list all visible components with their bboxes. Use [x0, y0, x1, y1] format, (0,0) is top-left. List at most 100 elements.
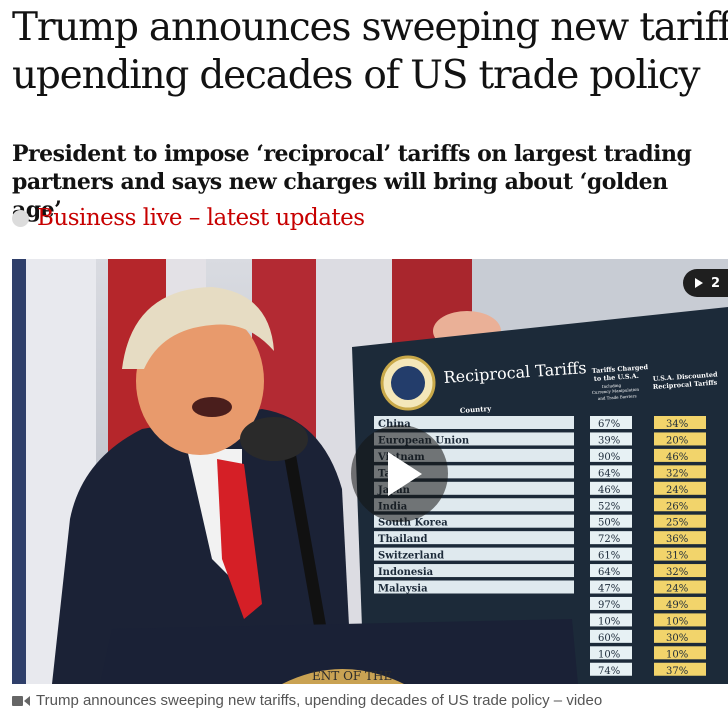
article-headline: Trump announces sweeping new tariffs, up… — [12, 4, 728, 100]
reciprocal-cell — [654, 547, 706, 561]
reciprocal-value: 36% — [666, 534, 688, 545]
charged-value: 46% — [598, 485, 620, 496]
charged-value: 39% — [598, 435, 620, 446]
reciprocal-cell — [654, 416, 706, 429]
charged-header-5: and Trade Barriers — [598, 393, 637, 401]
country-bar — [374, 547, 574, 561]
charged-cell — [590, 662, 632, 676]
headline-line-2: upending decades of US trade policy — [12, 53, 701, 98]
tariff-rows: China67%34%European Union39%20%Vietnam90… — [374, 416, 706, 677]
suit-silhouette — [52, 409, 352, 684]
reciprocal-cell — [654, 432, 706, 446]
reciprocal-value: 24% — [666, 584, 688, 595]
charged-cell — [590, 629, 632, 643]
seal-inner — [391, 366, 425, 400]
reciprocal-cell — [654, 481, 706, 495]
charged-cell — [590, 580, 632, 594]
business-live-link[interactable]: Business live – latest updates — [12, 205, 365, 231]
country-bar — [374, 564, 574, 578]
reciprocal-cell — [654, 646, 706, 660]
reciprocal-cell — [654, 613, 706, 627]
charged-value: 47% — [598, 584, 620, 595]
reciprocal-value: 26% — [666, 501, 688, 512]
standfirst-line-1: President to impose ‘reciprocal’ tariffs… — [12, 141, 692, 167]
charged-cell — [590, 432, 632, 446]
video-thumbnail: Reciprocal Tariffs Country Tariffs Charg… — [12, 259, 728, 684]
gallery-button[interactable]: 2 — [683, 269, 728, 297]
charged-cell — [590, 481, 632, 495]
country-bar — [374, 580, 574, 594]
reciprocal-cell — [654, 662, 706, 676]
country-header: Country — [460, 404, 493, 415]
podium-seal-text: ENT OF THE — [312, 669, 392, 683]
reciprocal-cell — [654, 465, 706, 479]
charged-value: 10% — [598, 616, 620, 627]
red-tie — [217, 459, 262, 619]
country-label: Indonesia — [378, 567, 434, 578]
reciprocal-value: 46% — [666, 452, 688, 463]
charged-header-3: Including — [602, 383, 622, 389]
video-player[interactable]: Reciprocal Tariffs Country Tariffs Charg… — [12, 259, 728, 684]
country-bar — [374, 514, 574, 528]
mouth — [192, 397, 232, 417]
reciprocal-cell — [654, 514, 706, 528]
charged-cell — [590, 547, 632, 561]
charged-value: 74% — [598, 666, 620, 677]
charged-cell — [590, 448, 632, 462]
reciprocal-value: 32% — [666, 468, 688, 479]
article-standfirst: President to impose ‘reciprocal’ tariffs… — [12, 140, 712, 224]
video-caption-text: Trump announces sweeping new tariffs, up… — [36, 692, 603, 709]
reciprocal-cell — [654, 498, 706, 512]
gallery-count: 2 — [711, 275, 721, 291]
charged-cell — [590, 465, 632, 479]
video-camera-icon — [12, 695, 30, 707]
charged-value: 60% — [598, 633, 620, 644]
reciprocal-value: 32% — [666, 567, 688, 578]
charged-cell — [590, 613, 632, 627]
charged-value: 52% — [598, 501, 620, 512]
charged-cell — [590, 498, 632, 512]
charged-cell — [590, 564, 632, 578]
play-icon — [387, 451, 422, 496]
country-bar — [374, 416, 574, 429]
reciprocal-value: 49% — [666, 600, 688, 611]
reciprocal-value: 34% — [666, 419, 688, 430]
charged-value: 97% — [598, 600, 620, 611]
live-dot-icon — [12, 209, 29, 227]
charged-cell — [590, 416, 632, 429]
gallery-play-icon — [695, 278, 703, 288]
charged-value: 72% — [598, 534, 620, 545]
reciprocal-value: 20% — [666, 435, 688, 446]
charged-cell — [590, 531, 632, 545]
play-button[interactable] — [351, 425, 448, 522]
country-label: China — [378, 419, 411, 430]
charged-value: 10% — [598, 649, 620, 660]
charged-value: 67% — [598, 419, 620, 430]
country-label: South Korea — [378, 518, 448, 529]
flag-field — [12, 259, 26, 684]
charged-value: 64% — [598, 468, 620, 479]
charged-header-2: to the U.S.A. — [594, 372, 640, 383]
business-live-label: Business live – latest updates — [37, 205, 365, 231]
podium — [100, 619, 578, 684]
charged-value: 64% — [598, 567, 620, 578]
charged-value: 61% — [598, 551, 620, 562]
video-caption: Trump announces sweeping new tariffs, up… — [12, 692, 602, 709]
reciprocal-cell — [654, 596, 706, 610]
reciprocal-value: 25% — [666, 518, 688, 529]
reciprocal-cell — [654, 448, 706, 462]
charged-value: 50% — [598, 518, 620, 529]
country-label: Malaysia — [378, 584, 428, 595]
face — [136, 307, 264, 455]
charged-header-4: Currency Manipulation — [592, 387, 640, 395]
reciprocal-value: 30% — [666, 633, 688, 644]
charged-value: 90% — [598, 452, 620, 463]
reciprocal-value: 10% — [666, 649, 688, 660]
reciprocal-value: 31% — [666, 551, 688, 562]
country-label: Switzerland — [378, 551, 444, 562]
reciprocal-value: 10% — [666, 616, 688, 627]
standfirst-line-2: partners and says new charges will bring… — [12, 169, 668, 223]
headline-line-1: Trump announces sweeping new tariffs, — [12, 5, 728, 50]
reciprocal-cell — [654, 629, 706, 643]
charged-cell — [590, 514, 632, 528]
